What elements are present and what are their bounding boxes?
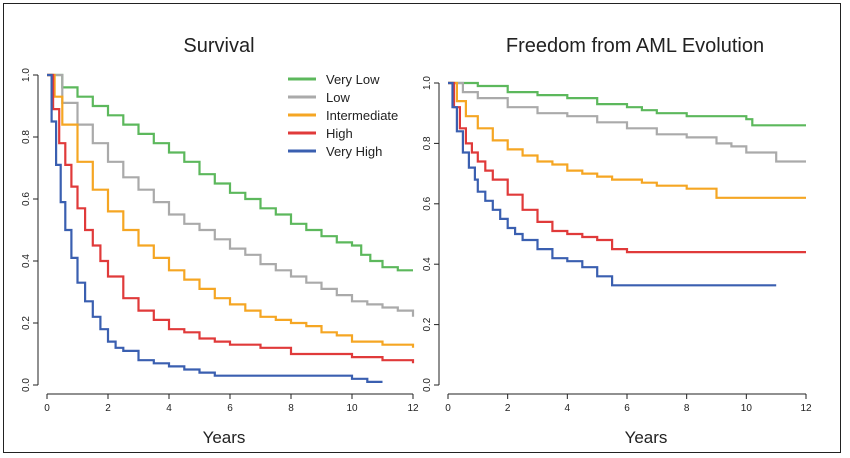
y-tick-label: 0.6 bbox=[21, 192, 32, 206]
y-tick-label: 0.2 bbox=[422, 317, 433, 331]
aml-evolution-panel: Freedom from AML Evolution 0 2 4 6 8 10 12 0.0 0.… bbox=[422, 35, 812, 447]
x-tick-label: 0 bbox=[44, 403, 50, 414]
series-line-very-high bbox=[448, 81, 777, 287]
y-tick-label: 0.8 bbox=[422, 136, 433, 150]
legend-label-high: High bbox=[326, 126, 353, 141]
series-line-high bbox=[448, 81, 806, 254]
series-line-intermediate bbox=[448, 81, 806, 199]
series-line-very-low bbox=[47, 73, 413, 272]
series-line-high bbox=[47, 73, 415, 364]
x-axis-label: Years bbox=[625, 428, 668, 447]
y-tick-label: 0.0 bbox=[21, 378, 32, 392]
legend-label-low: Low bbox=[326, 90, 350, 105]
x-tick-label: 0 bbox=[445, 403, 451, 414]
x-tick-label: 2 bbox=[505, 403, 511, 414]
x-tick-label: 10 bbox=[741, 403, 753, 414]
y-tick-label: 0.4 bbox=[21, 254, 32, 268]
y-tick-label: 0.0 bbox=[422, 378, 433, 392]
y-tick-label: 1.0 bbox=[422, 76, 433, 90]
y-tick-label: 0.6 bbox=[422, 196, 433, 210]
x-tick-label: 6 bbox=[624, 403, 630, 414]
legend-label-very-high: Very High bbox=[326, 144, 382, 159]
x-tick-label: 8 bbox=[684, 403, 690, 414]
y-tick-label: 1.0 bbox=[21, 68, 32, 82]
series-line-very-high bbox=[47, 73, 383, 383]
figure-frame bbox=[3, 3, 841, 453]
legend-label-intermediate: Intermediate bbox=[326, 108, 398, 123]
y-tick-label: 0.4 bbox=[422, 257, 433, 271]
x-tick-label: 10 bbox=[346, 403, 358, 414]
x-axis-label: Years bbox=[203, 428, 246, 447]
chart-title: Freedom from AML Evolution bbox=[506, 35, 764, 57]
series-line-very-low bbox=[448, 81, 806, 127]
x-tick-label: 4 bbox=[166, 403, 172, 414]
x-tick-label: 8 bbox=[288, 403, 294, 414]
series-line-intermediate bbox=[47, 73, 415, 348]
series-line-low bbox=[47, 73, 415, 317]
series-line-low bbox=[448, 81, 806, 163]
chart-title: Survival bbox=[183, 35, 254, 57]
y-tick-label: 0.8 bbox=[21, 130, 32, 144]
legend-label-very-low: Very Low bbox=[326, 72, 380, 87]
x-tick-label: 12 bbox=[800, 403, 812, 414]
y-tick-label: 0.2 bbox=[21, 316, 32, 330]
x-tick-label: 4 bbox=[565, 403, 571, 414]
survival-panel: Survival 0 2 4 6 8 10 12 0.0 0.2 0.4 0.6 0.8 1.0 Years… bbox=[21, 35, 419, 447]
x-tick-label: 6 bbox=[227, 403, 233, 414]
x-tick-label: 12 bbox=[407, 403, 419, 414]
chart-legend: Very Low Low Intermediate High Very High bbox=[288, 72, 398, 159]
x-tick-label: 2 bbox=[105, 403, 111, 414]
